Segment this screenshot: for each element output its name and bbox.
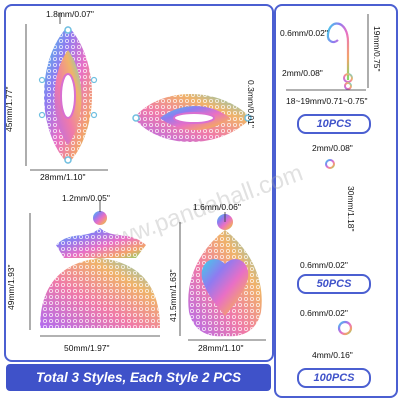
hook-quantity: 10PCS	[297, 114, 371, 134]
hook-wire-dim: 0.6mm/0.02"	[280, 28, 328, 38]
fan-width-dim: 50mm/1.97"	[64, 343, 110, 353]
ring-wire-dim: 0.6mm/0.02"	[300, 308, 348, 318]
pin-quantity: 50PCS	[297, 274, 371, 294]
marquise-top-dim: 1.8mm/0.07"	[46, 9, 94, 19]
fan-charm-image	[40, 211, 160, 328]
hook-height-dim: 19mm/0.75"	[372, 26, 382, 72]
hook-coil-dim: 2mm/0.08"	[282, 68, 323, 78]
marquise-charm-image	[38, 26, 98, 164]
marquise-width-dim: 28mm/1.10"	[40, 172, 86, 182]
leaf-charm-image	[132, 94, 252, 142]
fan-top-dim: 1.2mm/0.05"	[62, 193, 110, 203]
pin-wire-dim: 0.6mm/0.02"	[300, 260, 348, 270]
hook-width-dim: 18~19mm/0.71~0.75"	[286, 96, 368, 106]
ring-quantity: 100PCS	[297, 368, 371, 388]
earring-hook-image	[326, 22, 353, 90]
eye-pin-image	[325, 159, 335, 262]
ring-diameter-dim: 4mm/0.16"	[312, 350, 353, 360]
pin-head-dim: 2mm/0.08"	[312, 143, 353, 153]
pin-length-dim: 30mm/1.18"	[346, 186, 356, 232]
jump-ring-image	[337, 320, 353, 336]
teardrop-charm-image	[188, 214, 262, 337]
teardrop-width-dim: 28mm/1.10"	[198, 343, 244, 353]
styles-banner: Total 3 Styles, Each Style 2 PCS	[6, 364, 271, 391]
findings-panel	[274, 4, 398, 398]
teardrop-top-dim: 1.6mm/0.06"	[193, 202, 241, 212]
